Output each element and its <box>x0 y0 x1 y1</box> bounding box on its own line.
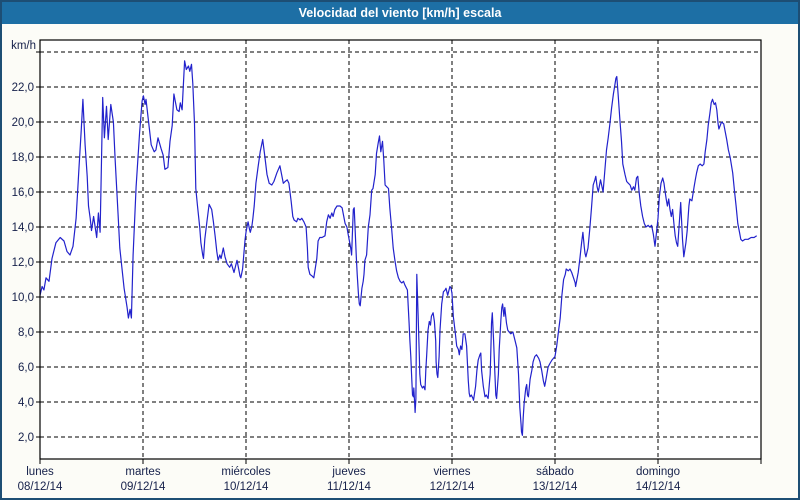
x-day-name-label: miércoles <box>221 466 270 478</box>
x-day-name-label: lunes <box>26 466 54 478</box>
chart-title: Velocidad del viento [km/h] escala <box>298 6 502 20</box>
x-day-date-label: 11/12/14 <box>327 481 372 493</box>
y-tick-label: 16,0 <box>12 187 34 199</box>
y-tick-label: 4,0 <box>18 397 34 409</box>
wind-speed-chart: 22,0 20,0 18,0 16,0 14,0 12,0 10,0 8,0 6,0 4,0 2,0… <box>11 39 762 493</box>
x-day-date-label: 14/12/14 <box>636 481 681 493</box>
x-day-date-label: 08/12/14 <box>18 481 63 493</box>
y-tick-label: 22,0 <box>12 82 34 94</box>
x-day-name-label: sábado <box>536 466 574 478</box>
x-day-date-label: 13/12/14 <box>533 481 578 493</box>
y-axis-unit-label: km/h <box>11 40 36 52</box>
y-tick-label: 8,0 <box>18 327 34 339</box>
y-tick-label: 18,0 <box>12 152 34 164</box>
x-day-name-label: viernes <box>433 466 470 478</box>
plot-area <box>40 40 761 459</box>
y-tick-label: 20,0 <box>12 117 34 129</box>
x-day-name-label: domingo <box>636 466 680 478</box>
y-tick-label: 2,0 <box>18 432 34 444</box>
plot-border <box>39 39 762 460</box>
wind-speed-line <box>39 60 758 436</box>
x-day-name-label: jueves <box>331 466 365 478</box>
x-day-date-label: 10/12/14 <box>224 481 269 493</box>
y-tick-label: 14,0 <box>12 222 34 234</box>
y-tick-label: 6,0 <box>18 362 34 374</box>
title-bar: Velocidad del viento [km/h] escala <box>2 2 798 24</box>
x-day-name-label: martes <box>125 466 160 478</box>
x-day-date-label: 09/12/14 <box>121 481 166 493</box>
y-tick-label: 10,0 <box>12 292 34 304</box>
x-day-date-label: 12/12/14 <box>430 481 475 493</box>
y-tick-label: 12,0 <box>12 257 34 269</box>
